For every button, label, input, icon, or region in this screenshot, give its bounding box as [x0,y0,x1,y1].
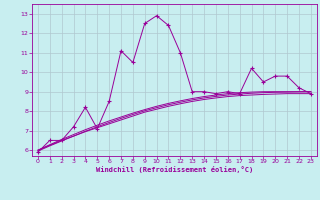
X-axis label: Windchill (Refroidissement éolien,°C): Windchill (Refroidissement éolien,°C) [96,166,253,173]
